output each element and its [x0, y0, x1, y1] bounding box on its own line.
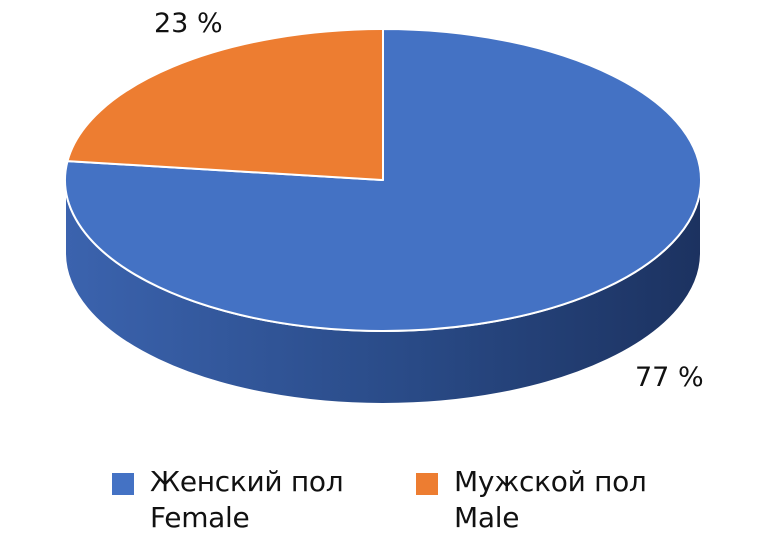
male-label-en: Male: [454, 501, 520, 534]
female-value-label: 77 %: [635, 362, 704, 393]
chart-legend: Женский пол Female Мужской пол Male: [0, 464, 768, 554]
pie-top-layer: [64, 28, 702, 332]
male-slice: [66, 28, 384, 181]
female-label-en: Female: [150, 501, 250, 534]
female-swatch: [112, 473, 134, 495]
female-legend-label: Женский пол Female: [150, 464, 344, 536]
legend-item-female: Женский пол Female: [112, 464, 344, 536]
legend-item-male: Мужской пол Male: [416, 464, 647, 536]
pie-chart: 77 % 23 %: [64, 8, 704, 405]
pie-label-layer: 77 % 23 %: [154, 8, 704, 393]
male-label-ru: Мужской пол: [454, 465, 647, 498]
male-swatch: [416, 473, 438, 495]
female-label-ru: Женский пол: [150, 465, 344, 498]
male-value-label: 23 %: [154, 8, 223, 39]
male-legend-label: Мужской пол Male: [454, 464, 647, 536]
